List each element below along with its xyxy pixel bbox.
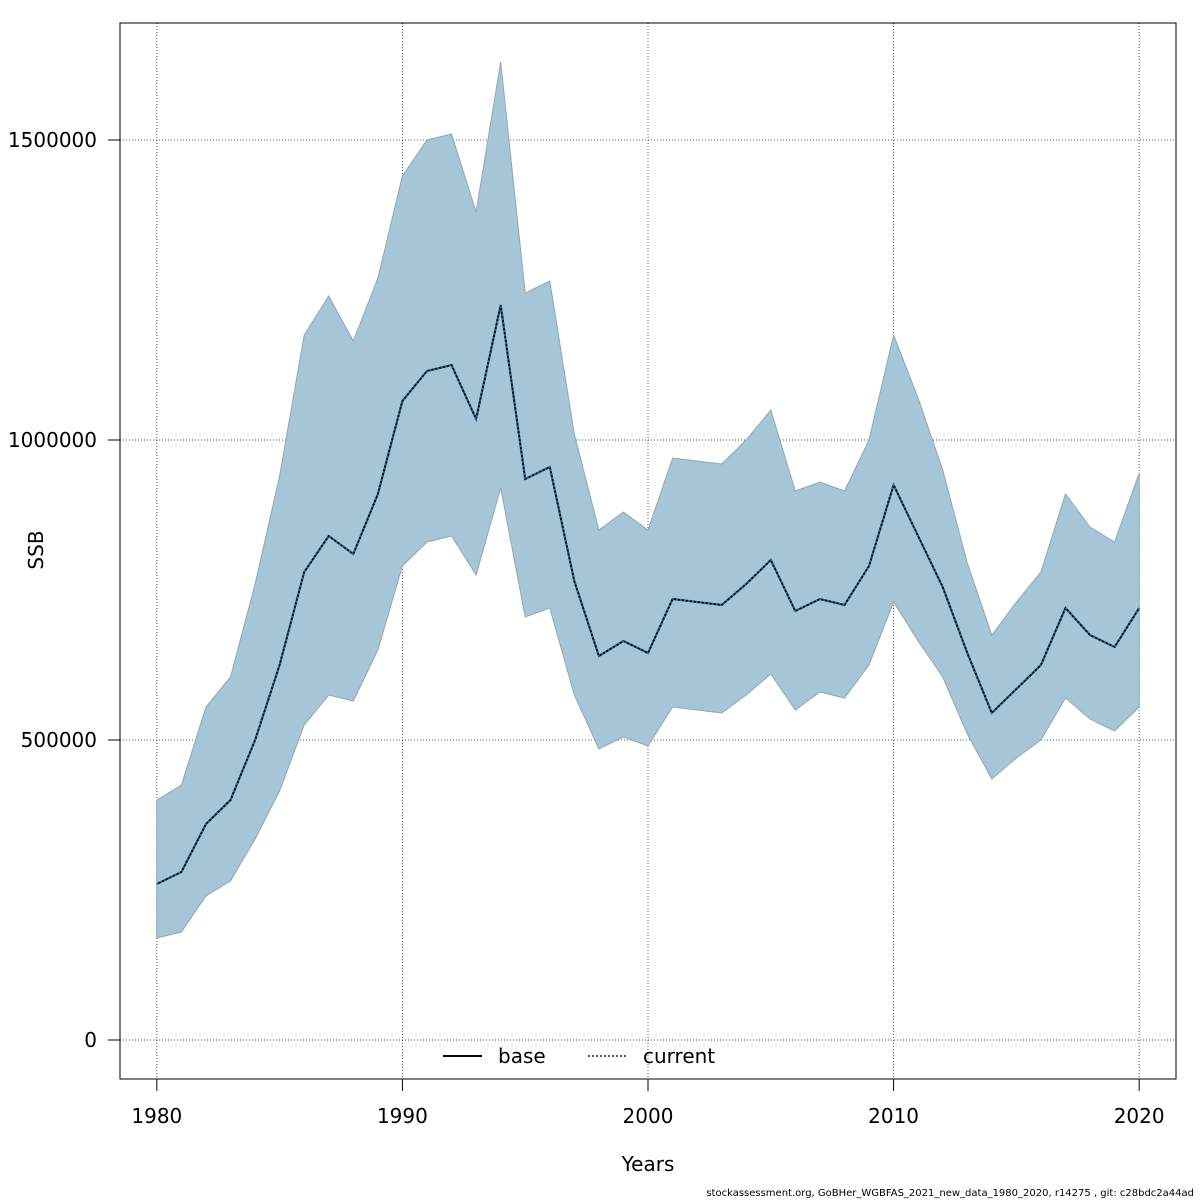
y-axis-title: SSB bbox=[24, 530, 48, 569]
legend-base-label: base bbox=[498, 1044, 546, 1068]
legend-current-label: current bbox=[643, 1044, 715, 1068]
x-tick-label: 1980 bbox=[131, 1104, 182, 1128]
x-axis: 1980 1990 2000 2010 2020 bbox=[131, 1079, 1165, 1128]
y-tick-label: 1000000 bbox=[8, 428, 97, 452]
footer-credit: stockassessment.org, GoBHer_WGBFAS_2021_… bbox=[706, 1188, 1194, 1199]
x-tick-label: 2010 bbox=[868, 1104, 919, 1128]
y-tick-label: 500000 bbox=[21, 728, 97, 752]
current-series-line bbox=[156, 304, 1141, 885]
y-axis: 0 500000 1000000 1500000 bbox=[8, 128, 120, 1052]
legend: base current bbox=[443, 1044, 715, 1068]
confidence-band bbox=[156, 61, 1140, 939]
x-axis-title: Years bbox=[621, 1152, 675, 1176]
x-tick-label: 1990 bbox=[377, 1104, 428, 1128]
y-tick-label: 1500000 bbox=[8, 128, 97, 152]
y-tick-label: 0 bbox=[84, 1028, 97, 1052]
x-tick-label: 2000 bbox=[623, 1104, 674, 1128]
x-tick-label: 2020 bbox=[1114, 1104, 1165, 1128]
